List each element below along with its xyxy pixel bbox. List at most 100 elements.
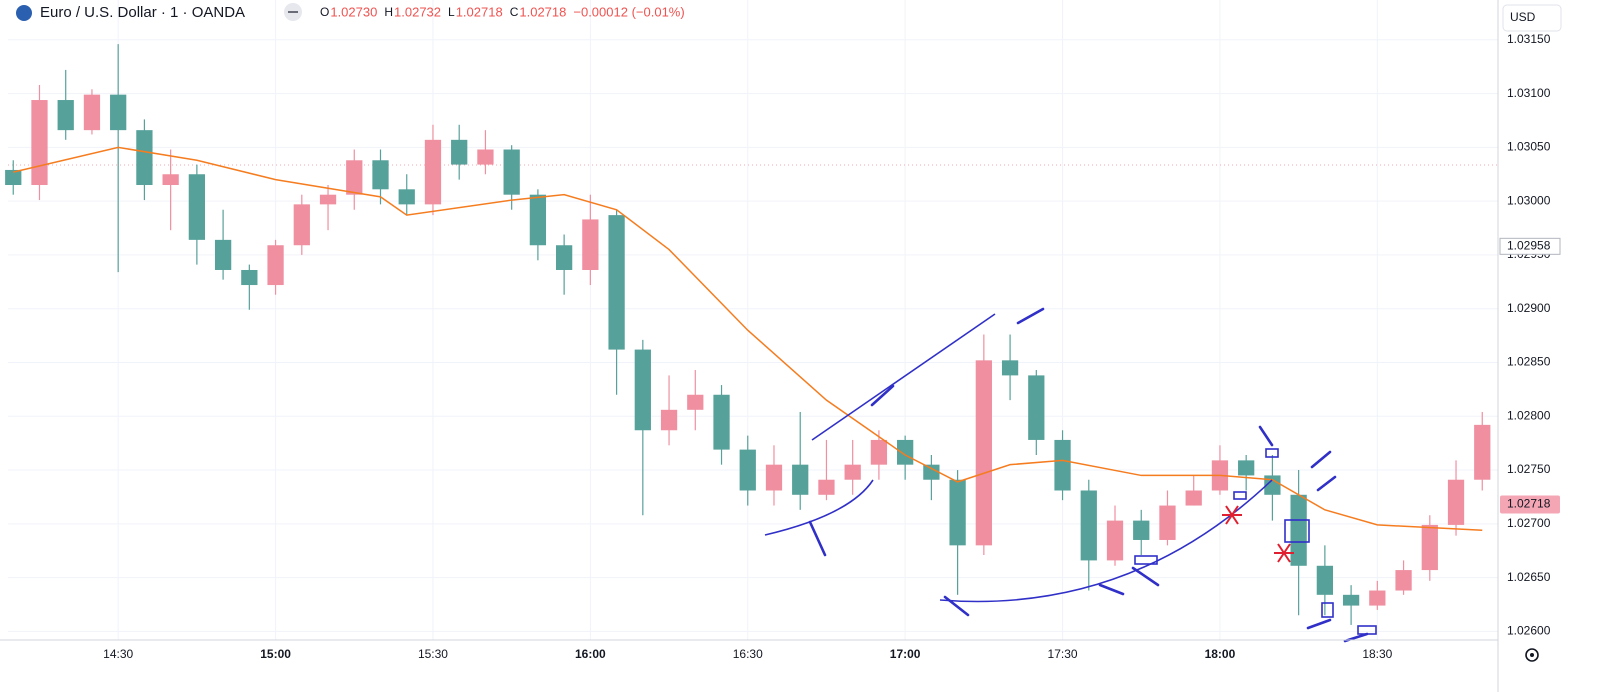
candle-body xyxy=(792,464,809,495)
candle-body xyxy=(477,149,494,165)
last-price-box xyxy=(1500,495,1560,514)
x-tick-label: 18:30 xyxy=(1362,647,1392,661)
chart-title: Euro / U.S. Dollar · 1 · OANDA xyxy=(40,4,245,21)
candle-body xyxy=(975,360,992,546)
marker xyxy=(1310,450,1332,469)
candle-body xyxy=(5,169,22,186)
x-tick-label: 14:30 xyxy=(103,647,133,661)
marker xyxy=(870,384,895,407)
symbol-icon xyxy=(16,5,32,21)
candle-body xyxy=(57,100,74,131)
ohlc-value: 1.02718 xyxy=(456,4,503,19)
box xyxy=(1233,491,1247,500)
candle-body xyxy=(713,394,730,450)
axes: 1.02600 1.02650 1.02700 1.02750 1.02800 1.028… xyxy=(103,32,1561,661)
candle-body xyxy=(188,174,206,240)
box xyxy=(1265,448,1279,458)
marker xyxy=(1306,618,1332,630)
candle-body xyxy=(267,245,284,286)
last-price-label: 1.02718 xyxy=(1507,497,1551,511)
y-tick-label: 1.02600 xyxy=(1507,624,1551,638)
marker xyxy=(1258,425,1274,447)
y-tick-label: 1.03050 xyxy=(1507,140,1551,154)
x-tick-label: 18:00 xyxy=(1205,647,1236,661)
currency: USD xyxy=(1510,10,1536,24)
candle-body xyxy=(1474,424,1491,480)
candle-body xyxy=(1447,479,1465,525)
candle-body xyxy=(136,130,153,186)
candle-body xyxy=(1028,375,1045,440)
ohlc-key: H xyxy=(384,5,393,19)
box xyxy=(1321,602,1334,618)
settings-icon[interactable] xyxy=(1525,648,1539,662)
marker xyxy=(1098,583,1125,596)
candle-body xyxy=(1159,505,1176,540)
candle-body xyxy=(765,464,783,491)
currency-button[interactable] xyxy=(1502,4,1562,32)
candle-body xyxy=(346,160,363,195)
candle-body xyxy=(83,94,101,131)
candle-body xyxy=(818,479,835,495)
settings-icon-dot xyxy=(1530,653,1534,657)
marker xyxy=(943,595,970,617)
candle-body xyxy=(31,100,48,186)
ohlc-key: L xyxy=(448,5,455,19)
y-tick-label: 1.03150 xyxy=(1507,32,1551,46)
candle-body xyxy=(1080,490,1097,561)
candle-body xyxy=(949,479,966,546)
y-tick-label: 1.02800 xyxy=(1507,408,1551,422)
y-tick-label: 1.03000 xyxy=(1507,193,1551,207)
ohlc-key: O xyxy=(320,5,329,19)
candle-body xyxy=(1290,494,1307,566)
hide-icon xyxy=(288,11,298,13)
marker xyxy=(1016,307,1045,325)
ohlc-value: 1.02732 xyxy=(394,4,441,19)
crosshair-price-box xyxy=(1499,237,1561,255)
candle-body xyxy=(1133,520,1150,540)
marker xyxy=(1131,566,1160,587)
candle-body xyxy=(660,409,678,431)
candle-body xyxy=(398,189,415,205)
change: −0.00012 (−0.01%) xyxy=(573,4,684,19)
candle-body xyxy=(739,449,756,491)
crosshair-price-label: 1.02958 xyxy=(1507,238,1551,252)
candle-body xyxy=(1185,490,1202,506)
candle-body xyxy=(608,215,625,350)
candle-body xyxy=(687,394,704,410)
y-tick-label: 1.02650 xyxy=(1507,570,1551,584)
candle-body xyxy=(1238,460,1255,476)
x-tick-label: 17:00 xyxy=(890,647,921,661)
candle-body xyxy=(1106,520,1124,561)
marker xyxy=(808,520,827,557)
ohlc-value: 1.02718 xyxy=(519,4,566,19)
ohlc-legend: O 1.02730 H 1.02732 L 1.02718 C 1.02718 −0.00012… xyxy=(320,4,685,19)
x-tick-label: 15:00 xyxy=(260,647,291,661)
candle-body xyxy=(529,194,547,246)
curve xyxy=(764,479,874,536)
x-tick-label: 16:30 xyxy=(733,647,763,661)
box xyxy=(1357,625,1377,635)
candle-body xyxy=(214,239,232,270)
ohlc-value: 1.02730 xyxy=(330,4,377,19)
candle-body xyxy=(503,149,520,195)
candle-body xyxy=(1421,524,1438,571)
candle-body xyxy=(1342,594,1360,606)
trend-line xyxy=(811,313,996,441)
y-tick-label: 1.02850 xyxy=(1507,355,1551,369)
grid xyxy=(8,0,1498,640)
y-tick-label: 1.02900 xyxy=(1507,301,1551,315)
candle-body xyxy=(1054,439,1071,491)
candle-body xyxy=(319,194,337,205)
y-tick-label: 1.03100 xyxy=(1507,86,1551,100)
candle-body xyxy=(424,139,442,205)
y-tick-label: 1.02700 xyxy=(1507,516,1551,530)
candle-body xyxy=(451,139,468,165)
candle-body xyxy=(1316,565,1333,595)
candle-body xyxy=(582,219,599,270)
candle-body xyxy=(110,94,127,131)
asterisk xyxy=(1274,543,1294,563)
x-tick-label: 17:30 xyxy=(1048,647,1078,661)
drawings xyxy=(764,307,1377,643)
candle-body xyxy=(844,464,861,480)
candle-body xyxy=(923,464,940,480)
